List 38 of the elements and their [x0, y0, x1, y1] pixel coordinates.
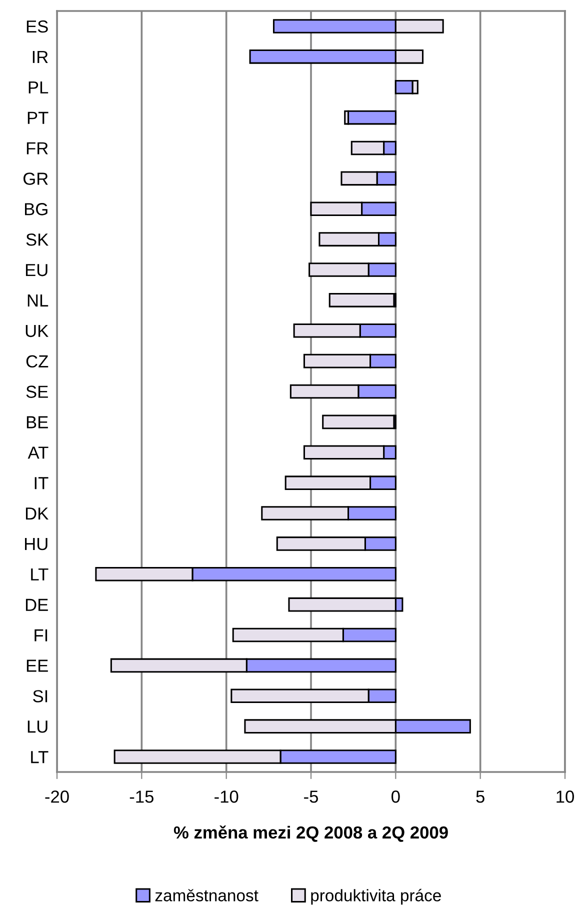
- y-tick-label: DK: [26, 508, 48, 520]
- y-tick-label: IT: [34, 477, 48, 490]
- y-tick-label: LT: [31, 751, 48, 764]
- y-tick-label: LU: [28, 720, 48, 733]
- x-tick-label: -20: [45, 790, 69, 803]
- y-tick-label: HU: [25, 538, 48, 550]
- y-tick-label: LT: [31, 568, 48, 580]
- y-tick-label: SK: [26, 233, 48, 246]
- legend-label: produktivita práce: [311, 888, 441, 905]
- y-tick-label: BG: [25, 203, 48, 216]
- y-tick-label: SE: [26, 386, 48, 398]
- bar: [322, 414, 395, 430]
- bar: [328, 293, 395, 308]
- x-tick-label: -10: [214, 790, 238, 803]
- y-tick-label: BE: [26, 416, 48, 428]
- y-tick-label: PT: [28, 112, 48, 124]
- y-tick-label: NL: [28, 294, 48, 306]
- y-tick-label: GR: [24, 172, 48, 185]
- y-tick-label: AT: [28, 446, 48, 459]
- x-tick-label: -5: [304, 790, 318, 803]
- y-tick-label: EU: [26, 264, 48, 276]
- y-tick-label: IR: [32, 51, 48, 63]
- x-tick-label: -15: [130, 790, 154, 803]
- x-tick-label: 5: [476, 790, 484, 803]
- y-tick-label: ES: [26, 20, 48, 33]
- x-tick-label: 0: [392, 790, 400, 803]
- y-tick-label: CZ: [26, 355, 48, 368]
- y-tick-label: EE: [26, 660, 48, 672]
- y-tick-label: PL: [28, 81, 48, 94]
- x-tick-label: 10: [556, 790, 574, 803]
- bar: [347, 110, 396, 125]
- y-tick-label: UK: [26, 324, 48, 338]
- x-axis-title: % změna mezi 2Q 2008 a 2Q 2009: [174, 825, 448, 842]
- y-tick-label: FR: [26, 142, 48, 154]
- y-tick-label: SI: [33, 690, 48, 702]
- legend-label: zaměstnanost: [155, 889, 258, 902]
- y-tick-label: DE: [26, 598, 48, 611]
- y-tick-label: FI: [34, 629, 48, 642]
